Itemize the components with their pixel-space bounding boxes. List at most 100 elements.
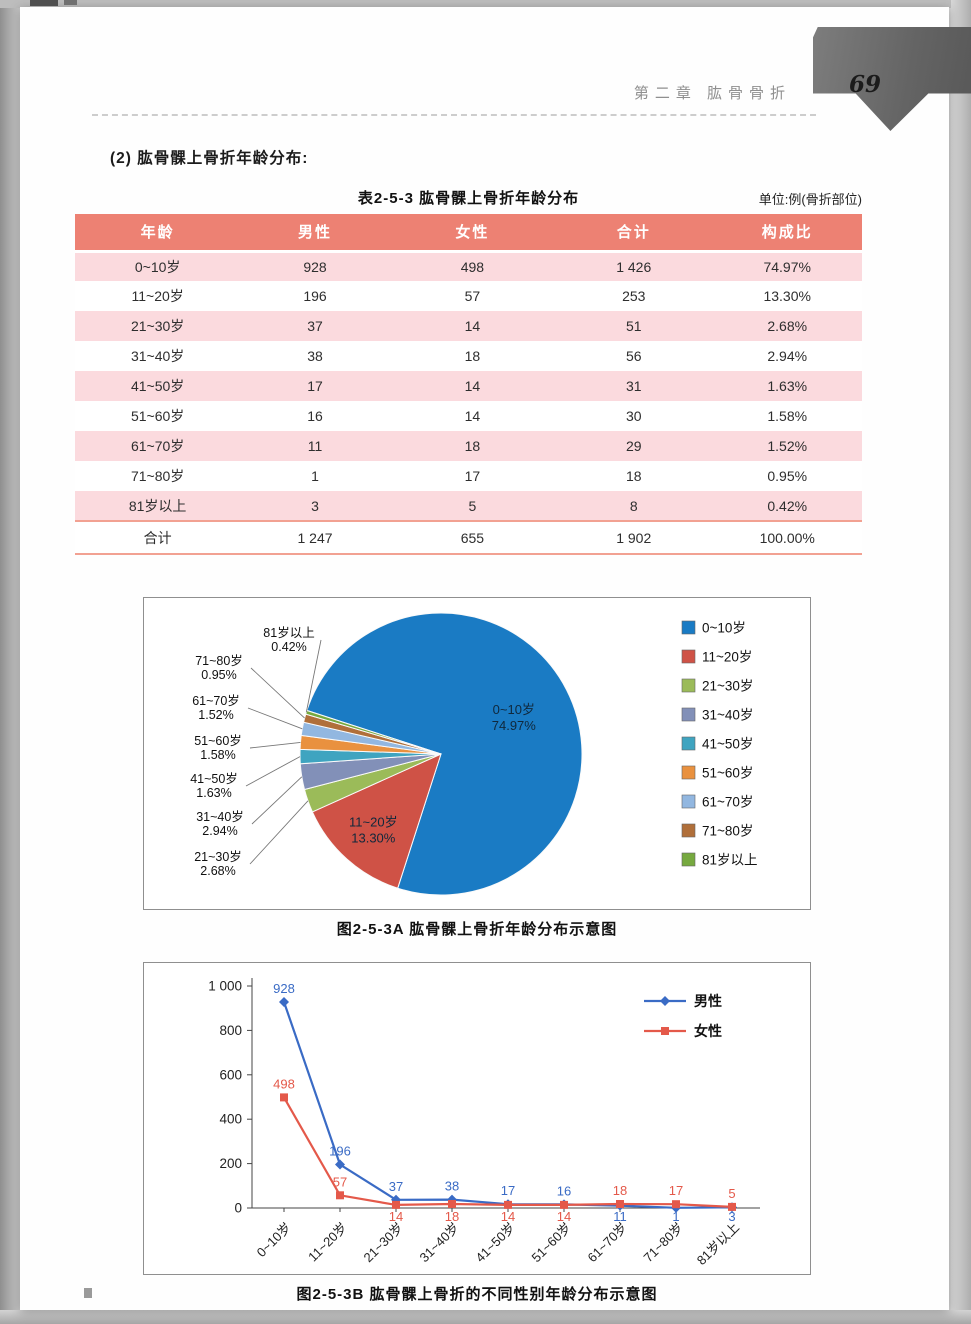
- table-cell: 81岁以上: [128, 497, 187, 514]
- data-point-diamond: [335, 1159, 345, 1170]
- data-point-diamond: [279, 997, 289, 1007]
- scan-artifact: [30, 0, 58, 6]
- pie-slice: [306, 612, 583, 896]
- column-header: 男性: [240, 214, 390, 253]
- table-row: 31~40岁 38 18 56 2.94%: [75, 341, 862, 371]
- callout-pct: 1.52%: [198, 708, 233, 722]
- scan-edge-top: [0, 0, 971, 8]
- table-cell: 2.68%: [767, 318, 808, 334]
- pie-chart-svg: 0~10岁74.97%11~20岁13.30%81岁以上0.42%71~80岁0…: [190, 612, 758, 896]
- x-tick-label: 0~10岁: [254, 1220, 295, 1261]
- table-row: 21~30岁 37 14 51 2.68%: [75, 311, 862, 341]
- table-row: 41~50岁 17 14 31 1.63%: [75, 371, 862, 401]
- table-cell: 30: [625, 408, 642, 424]
- data-point-square: [336, 1191, 344, 1200]
- total-cell: 100.00%: [712, 520, 862, 555]
- table-cell: 1: [311, 468, 319, 484]
- pie-legend: 0~10岁 11~20岁 21~30岁 31~40岁 41~50岁 51~60岁 61~70…: [681, 620, 758, 868]
- callout-label: 51~60岁: [194, 733, 242, 748]
- table-cell: 17: [464, 468, 481, 484]
- data-point-square: [728, 1202, 736, 1211]
- table-cell: 1.58%: [767, 408, 808, 424]
- table-cell: 8: [629, 497, 638, 514]
- table-cell: 14: [464, 378, 481, 394]
- y-tick-label: 800: [219, 1023, 242, 1038]
- pie-slice: [311, 753, 442, 889]
- data-label: 196: [329, 1144, 351, 1159]
- callout-label: 61~70岁: [192, 693, 240, 708]
- legend-label: 0~10岁: [702, 621, 746, 636]
- table-total-row: 合计 1 247 655 1 902 100.00%: [75, 520, 862, 555]
- x-tick-label: 31~40岁: [417, 1220, 463, 1266]
- legend-swatch: [681, 707, 696, 722]
- callout-label: 21~30岁: [194, 849, 242, 864]
- data-point-square: [280, 1093, 288, 1102]
- callout-pct: 1.63%: [196, 786, 231, 800]
- legend-label: 31~40岁: [702, 708, 753, 723]
- data-point-square: [392, 1200, 400, 1209]
- callout-line: [249, 800, 309, 865]
- data-label: 37: [389, 1179, 403, 1194]
- column-header: 合计: [555, 214, 713, 253]
- total-cell: 655: [389, 520, 556, 555]
- data-label: 14: [557, 1209, 571, 1224]
- data-label: 1: [672, 1209, 679, 1224]
- data-label: 498: [273, 1076, 295, 1091]
- header-rule: [92, 114, 816, 116]
- data-point-square: [504, 1200, 512, 1209]
- legend-label: 11~20岁: [702, 650, 752, 665]
- total-cell: 合计: [75, 520, 241, 555]
- callout-line: [247, 707, 303, 730]
- data-label: 17: [669, 1183, 683, 1198]
- pie-inner-label: 11~20岁: [349, 815, 398, 830]
- pie-slices: [299, 612, 583, 896]
- data-point-diamond: [391, 1194, 401, 1205]
- figure-b-caption: 图2-5-3B 肱骨髁上骨折的不同性别年龄分布示意图: [296, 1286, 658, 1303]
- table-cell: 61~70岁: [130, 438, 185, 454]
- legend-swatch: [681, 852, 696, 867]
- pie-chart: 0~10岁 74.97% 11~20岁 13.30% 81岁以上 0.42% 71~80岁 0…: [144, 598, 810, 914]
- data-label: 3: [728, 1209, 735, 1224]
- legend-label: 女性: [694, 1023, 722, 1039]
- page-number: 69: [849, 71, 882, 98]
- table-cell: 11~20岁: [131, 288, 184, 304]
- table-cell: 14: [464, 408, 481, 424]
- table-footer: 合计 1 247 655 1 902 100.00%: [75, 520, 862, 555]
- table-caption-row: 表2-5-3 肱骨髁上骨折年龄分布 单位:例(骨折部位): [75, 187, 862, 209]
- table-cell: 2.94%: [767, 348, 808, 364]
- callout-line: [251, 776, 303, 825]
- table-title: 表2-5-3 肱骨髁上骨折年龄分布: [357, 190, 580, 207]
- table-cell: 18: [625, 468, 642, 484]
- data-label: 14: [389, 1209, 403, 1224]
- table-cell: 0.42%: [767, 497, 808, 514]
- table-cell: 18: [464, 348, 481, 364]
- callout-label: 71~80岁: [195, 653, 243, 668]
- legend-swatch: [681, 649, 696, 664]
- chapter-header: 第二章 肱骨骨折: [633, 85, 791, 102]
- age-table-body: 0~10岁 928 498 1 426 74.97% 11~20岁 196 57 253 13.3…: [75, 251, 862, 521]
- pie-figure-box: 0~10岁 74.97% 11~20岁 13.30% 81岁以上 0.42% 71~80岁 0…: [143, 597, 811, 910]
- y-tick-label: 600: [219, 1067, 242, 1082]
- table-cell: 41~50岁: [130, 378, 185, 394]
- table-cell: 498: [460, 258, 485, 275]
- pie-inner-pct: 74.97%: [492, 718, 537, 733]
- legend-label: 81岁以上: [702, 853, 758, 868]
- legend-swatch: [681, 620, 696, 635]
- data-label: 14: [501, 1209, 515, 1224]
- data-label: 17: [501, 1183, 515, 1198]
- callout-line: [245, 756, 301, 787]
- table-cell: 11: [307, 438, 323, 454]
- data-label: 18: [445, 1209, 459, 1224]
- line-chart: 0 200 400 600 800 1 000 0~10岁 11~20岁 21~30岁 31~40…: [144, 963, 810, 1279]
- callout-pct: 0.42%: [271, 640, 306, 654]
- table-row: 81岁以上 3 5 8 0.42%: [75, 491, 862, 521]
- total-cell: 1 902: [555, 520, 713, 555]
- table-row: 11~20岁 196 57 253 13.30%: [75, 281, 862, 311]
- x-tick-label: 51~60岁: [529, 1220, 575, 1266]
- table-cell: 928: [303, 258, 327, 275]
- table-cell: 57: [464, 288, 481, 304]
- table-row: 0~10岁 928 498 1 426 74.97%: [75, 251, 862, 281]
- x-tick-label: 21~30岁: [361, 1220, 407, 1266]
- legend-label: 71~80岁: [702, 824, 753, 839]
- x-tick-label: 71~80岁: [641, 1220, 687, 1266]
